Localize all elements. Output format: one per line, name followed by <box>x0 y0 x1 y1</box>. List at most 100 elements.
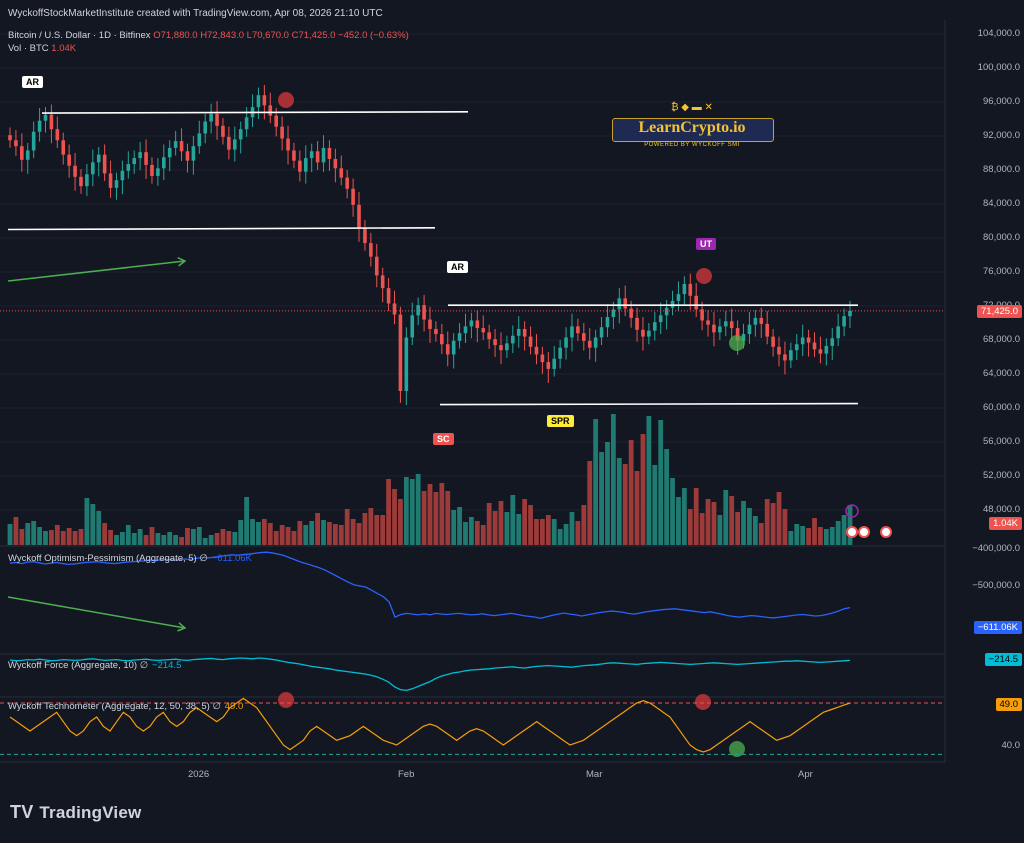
candle-body <box>464 326 468 333</box>
volume-bar <box>457 507 462 545</box>
candle-body <box>754 318 758 325</box>
last-price-tag: 71,425.0 <box>977 305 1022 318</box>
volume-bar <box>398 499 403 545</box>
volume-legend[interactable]: Vol · BTC 1.04K <box>8 43 76 54</box>
technometer-tag: 49.0 <box>996 698 1023 711</box>
learncrypto-logo: ₿ ◆ ▬ ✕ LearnCrypto.io POWERED BY WYCKOF… <box>612 98 772 154</box>
candle-body <box>26 150 30 159</box>
volume-bar <box>439 483 444 545</box>
candle-body <box>641 330 645 337</box>
candle-body <box>97 155 101 163</box>
technometer-name: Wyckoff Technometer (Aggregate, 12, 50, … <box>8 701 210 712</box>
candle-body <box>85 174 89 186</box>
volume-bar <box>161 535 166 545</box>
volume-bar <box>842 515 847 545</box>
range-bottom-line <box>440 404 858 405</box>
volume-bar <box>534 519 539 545</box>
volume-bar <box>410 479 415 545</box>
volume-bar <box>422 491 427 545</box>
candle-body <box>688 284 692 296</box>
volume-bar <box>445 491 450 545</box>
tradingview-logo[interactable]: TV TradingView <box>10 802 141 823</box>
candle-body <box>339 168 343 177</box>
volume-bar <box>646 416 651 545</box>
volume-bar <box>303 525 308 545</box>
volume-bar <box>516 514 521 545</box>
technometer-value: 49.0 <box>225 701 244 712</box>
technometer-title[interactable]: Wyckoff Technometer (Aggregate, 12, 50, … <box>8 701 243 712</box>
volume-bar <box>297 521 302 545</box>
force-title[interactable]: Wyckoff Force (Aggregate, 10) ∅ −214.5 <box>8 660 181 671</box>
volume-bar <box>759 523 764 545</box>
candle-body <box>245 117 249 129</box>
volume-bar <box>67 528 72 545</box>
candle-body <box>14 140 18 146</box>
candle-body <box>535 347 539 355</box>
candle-body <box>629 309 633 318</box>
candle-body <box>759 318 763 324</box>
candle-body <box>848 311 852 316</box>
volume-bar <box>339 525 344 545</box>
price-tick-label: 48,000.0 <box>950 504 1020 515</box>
flag-icon <box>860 528 868 536</box>
volume-bar <box>244 497 249 545</box>
volume-bar <box>203 538 208 545</box>
candle-body <box>121 171 125 180</box>
candle-body <box>819 349 823 353</box>
candle-body <box>67 155 71 166</box>
volume-bar <box>416 474 421 545</box>
volume-bar <box>700 513 705 545</box>
volume-bar <box>623 464 628 545</box>
candle-body <box>345 178 349 189</box>
tradingview-icon: TV <box>10 802 33 822</box>
candle-body <box>168 148 172 157</box>
flag-icon <box>882 528 890 536</box>
candle-body <box>298 161 302 172</box>
volume-bar <box>499 501 504 545</box>
price-tick-label: 76,000.0 <box>950 266 1020 277</box>
candle-body <box>399 315 403 392</box>
volume-bar <box>830 527 835 545</box>
candle-body <box>588 341 592 348</box>
candle-body <box>79 177 83 186</box>
symbol-line[interactable]: Bitcoin / U.S. Dollar · 1D · Bitfinex O7… <box>8 30 409 41</box>
candle-body <box>665 308 669 316</box>
candle-body <box>274 116 278 127</box>
volume-tag: 1.04K <box>989 517 1022 530</box>
candle-body <box>801 337 805 344</box>
volume-bar <box>386 479 391 545</box>
volume-bar <box>114 535 119 545</box>
x-label-feb: Feb <box>398 769 414 780</box>
force-name: Wyckoff Force (Aggregate, 10) <box>8 660 137 671</box>
volume-bar <box>729 496 734 545</box>
candle-body <box>91 162 95 174</box>
price-tick-label: 100,000.0 <box>950 62 1020 73</box>
volume-bar <box>144 535 149 545</box>
volume-bar <box>215 533 220 545</box>
crypto-icons: ₿ ◆ ▬ ✕ <box>612 102 772 113</box>
candle-body <box>706 320 710 324</box>
volume-bar <box>493 511 498 545</box>
volume-bar <box>475 521 480 545</box>
candle-body <box>470 320 474 326</box>
price-tick-label: 60,000.0 <box>950 402 1020 413</box>
volume-bar <box>126 525 131 545</box>
volume-bar <box>292 531 297 545</box>
candle-body <box>765 324 769 337</box>
optimism-title[interactable]: Wyckoff Optimism-Pessimism (Aggregate, 5… <box>8 553 252 564</box>
volume-bar <box>274 531 279 545</box>
candle-body <box>683 284 687 294</box>
ar-mid-label: AR <box>447 261 468 273</box>
volume-bar <box>90 504 95 545</box>
volume-bar <box>102 523 107 545</box>
candle-body <box>209 114 213 122</box>
volume-bar <box>226 531 231 545</box>
tradingview-wordmark: TradingView <box>39 803 141 822</box>
ar-high-marker <box>278 92 294 108</box>
volume-bar <box>522 499 527 545</box>
candle-body <box>304 158 308 172</box>
candle-body <box>795 344 799 350</box>
candle-body <box>416 305 420 315</box>
volume-bar <box>658 420 663 545</box>
